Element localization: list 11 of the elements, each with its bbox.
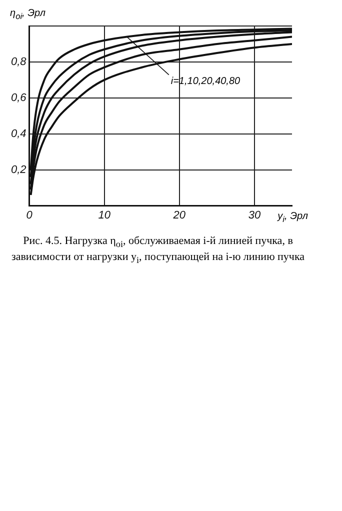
y-tick-label: 0,2 (10, 164, 26, 176)
x-tick-label: 10 (98, 209, 112, 222)
y-tick-label: 0,6 (10, 92, 28, 104)
y-axis-title: η$_{oi}$, Эрл (10, 8, 46, 21)
x-axis-title: y$_{i}$, Эрл (278, 211, 308, 224)
text: Рис. 4.5. Нагрузка η$_{oi}$, обслуживаемая i-й линией пучка, в зависимости от нагрузки y$_{i}$, поступающей на i-ю линию пучка (10, 235, 306, 266)
y-tick-label: 0,8 (10, 56, 28, 68)
x-tick-label: 0 (26, 209, 34, 222)
y-tick-label: 0,4 (10, 128, 26, 140)
x-tick-label: 30 (248, 209, 262, 222)
x-tick-label: 20 (172, 209, 186, 222)
